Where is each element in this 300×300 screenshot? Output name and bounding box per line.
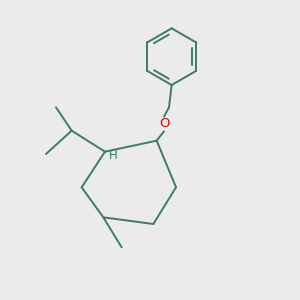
Text: O: O [159, 118, 169, 130]
Text: H: H [109, 149, 118, 162]
